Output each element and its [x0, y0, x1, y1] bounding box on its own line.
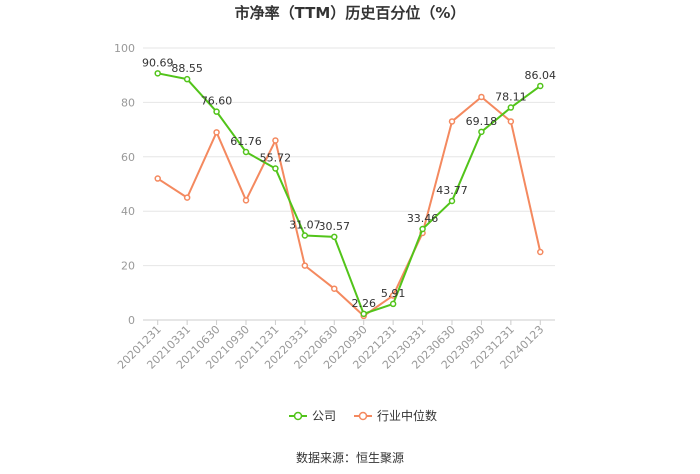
data-point — [301, 232, 309, 239]
data-point — [507, 104, 515, 111]
data-point — [242, 197, 250, 204]
data-label: 31.07 — [289, 218, 321, 231]
y-tick-label: 20 — [121, 260, 135, 273]
data-point — [331, 285, 338, 292]
chart-title: 市净率（TTM）历史百分位（%） — [235, 4, 466, 22]
y-tick-label: 80 — [121, 96, 135, 109]
legend-swatch-marker — [293, 411, 303, 421]
legend-item-0[interactable]: 公司 — [289, 409, 336, 423]
data-point — [448, 118, 456, 125]
data-label: 86.04 — [525, 69, 557, 82]
data-point — [360, 310, 367, 318]
data-label: 30.57 — [319, 220, 351, 233]
legend-label: 行业中位数 — [377, 408, 437, 423]
data-point — [154, 70, 161, 77]
data-point — [272, 137, 279, 144]
series-line-0 — [157, 72, 541, 315]
data-label: 90.69 — [142, 56, 174, 69]
data-label: 5.91 — [381, 287, 406, 300]
y-axis: 0 20 40 60 80 100 — [114, 42, 135, 327]
data-point — [183, 194, 191, 201]
data-point — [537, 82, 544, 90]
data-point — [507, 118, 515, 125]
source-note: 数据来源：恒生聚源 — [296, 450, 404, 465]
data-point — [183, 75, 191, 83]
data-label: 43.77 — [436, 184, 468, 197]
data-point — [478, 128, 485, 136]
legend-label: 公司 — [312, 409, 336, 423]
series-line-1 — [157, 95, 542, 317]
data-point — [478, 93, 485, 101]
y-tick-label: 0 — [128, 314, 135, 327]
data-label: 69.18 — [466, 115, 498, 128]
y-tick-label: 40 — [121, 205, 135, 218]
data-point — [301, 262, 309, 269]
y-tick-label: 100 — [114, 42, 135, 55]
data-point — [154, 175, 161, 182]
legend-item-1[interactable]: 行业中位数 — [354, 408, 437, 423]
data-point — [272, 165, 279, 172]
data-point — [242, 148, 250, 156]
data-label: 61.76 — [230, 135, 262, 148]
grid-lines — [143, 47, 555, 267]
data-label: 78.11 — [495, 91, 527, 104]
y-tick-label: 60 — [121, 151, 135, 164]
series-layer — [154, 70, 544, 320]
data-label: 2.26 — [351, 297, 376, 310]
data-point — [419, 225, 426, 233]
data-point — [213, 108, 220, 115]
data-label: 76.60 — [201, 95, 233, 108]
legend-swatch-marker — [358, 411, 368, 421]
x-axis: 2020123120210331202106302021093020211231… — [115, 319, 555, 372]
data-point — [213, 129, 220, 136]
data-point — [331, 233, 338, 241]
data-label: 88.55 — [171, 62, 203, 75]
legend[interactable]: 公司 行业中位数 — [289, 408, 437, 423]
data-label: 33.46 — [407, 212, 439, 225]
data-point — [537, 248, 544, 256]
data-point — [448, 197, 456, 205]
data-point — [389, 300, 397, 308]
data-label: 55.72 — [260, 151, 292, 164]
